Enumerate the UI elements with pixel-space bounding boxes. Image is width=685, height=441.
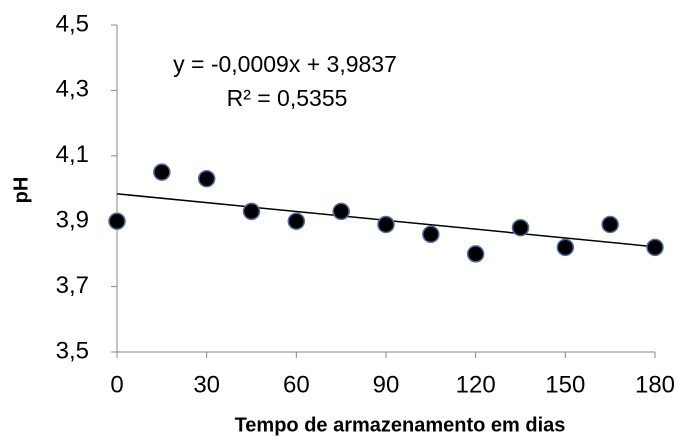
- y-tick-label: 4,3: [56, 76, 89, 103]
- data-point: [332, 202, 350, 221]
- equation: y = -0,0009x + 3,9837: [173, 51, 397, 77]
- y-tick-label: 3,7: [56, 272, 89, 299]
- y-axis-title: pH: [10, 177, 32, 204]
- x-tick-label: 0: [110, 371, 123, 398]
- x-tick-label: 90: [373, 371, 400, 398]
- x-tick-label: 120: [456, 371, 496, 398]
- data-point: [242, 202, 261, 221]
- data-point: [287, 212, 306, 230]
- y-tick-label: 3,5: [56, 337, 89, 364]
- y-tick-label: 3,9: [56, 207, 89, 234]
- x-tick-label: 60: [283, 371, 310, 398]
- data-point: [601, 215, 619, 234]
- data-point: [422, 225, 440, 244]
- data-point: [556, 238, 575, 257]
- x-tick-label: 180: [635, 371, 675, 398]
- x-tick-label: 30: [193, 371, 220, 398]
- x-axis-title: Tempo de armazenamento em dias: [235, 414, 566, 436]
- data-point: [108, 212, 126, 230]
- data-point: [197, 169, 216, 188]
- r-squared: R² = 0,5355: [227, 85, 348, 111]
- data-point: [646, 238, 664, 257]
- y-tick-label: 4,1: [56, 141, 89, 168]
- x-tick-label: 150: [545, 371, 585, 398]
- data-point: [153, 163, 171, 181]
- data-point: [511, 218, 530, 237]
- y-tick-label: 4,5: [56, 10, 89, 37]
- data-point: [466, 245, 485, 263]
- data-point: [377, 215, 395, 234]
